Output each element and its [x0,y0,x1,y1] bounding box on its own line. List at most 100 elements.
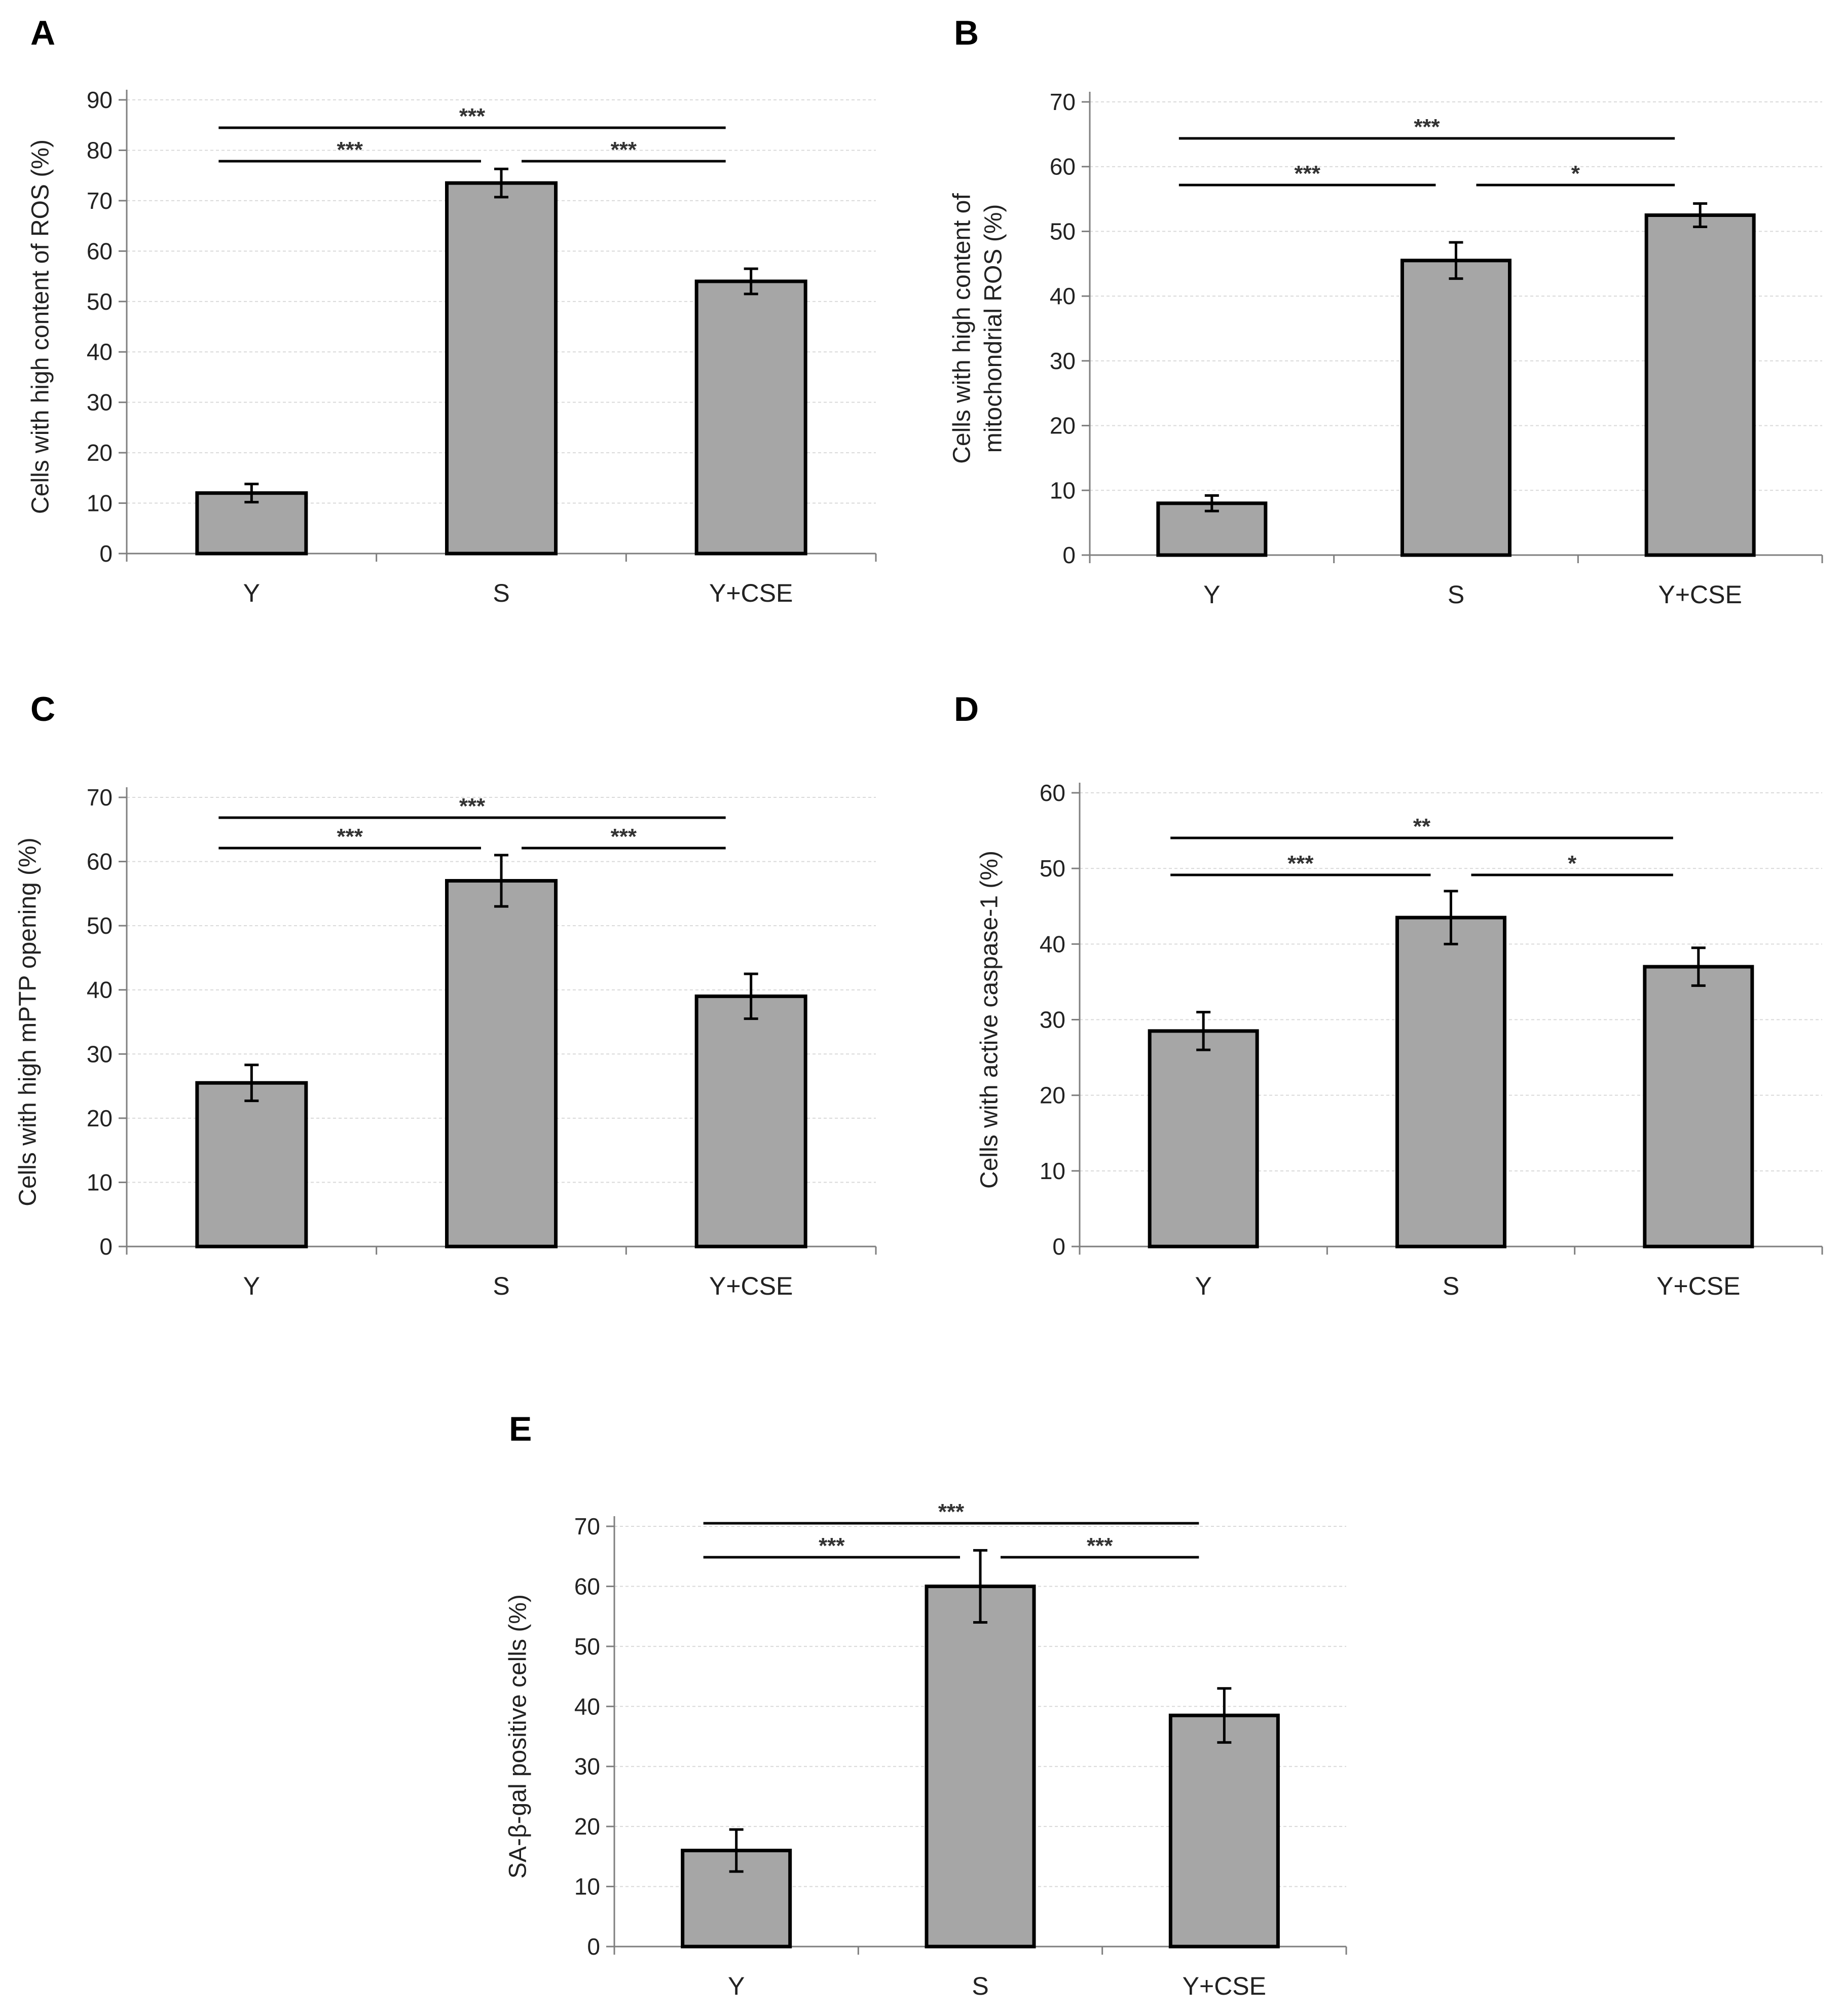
y-tick-label: 50 [87,288,113,315]
y-tick-label: 80 [87,137,113,163]
y-tick-label: 70 [1050,89,1076,115]
y-tick-label: 90 [87,87,113,113]
y-tick-label: 10 [87,1169,113,1195]
y-tick-label: 30 [1040,1007,1065,1033]
category-label: S [1448,580,1464,609]
y-tick-label: 10 [87,490,113,517]
y-tick-label: 20 [574,1813,600,1840]
bar [445,879,558,1249]
category-label: Y [1203,580,1220,609]
panel-letter-a: A [30,14,55,52]
significance-label: *** [819,1533,845,1558]
significance-label: *** [1087,1533,1113,1558]
y-axis-label: Cells with active caspase-1 (%) [976,851,1003,1189]
category-label: Y+CSE [709,1272,793,1300]
chart-panel-d: D 0 10 20 30 40 50 60 Cells with active caspase-… [954,690,1823,1300]
y-tick-label: 40 [574,1693,600,1719]
y-tick-label: 40 [87,339,113,365]
y-tick-label: 20 [87,439,113,466]
y-tick-label: 0 [587,1933,600,1960]
y-tick-label: 30 [87,1041,113,1067]
chart-panel-b: B 0 10 20 30 40 50 60 70 Cells with high content … [949,14,1823,609]
panel-letter-b: B [954,14,979,52]
significance-label: ** [1413,814,1431,839]
category-label: Y [1195,1272,1211,1300]
y-tick-label: 40 [1040,931,1065,957]
category-label: Y [243,579,260,607]
bar [694,994,807,1249]
category-label: Y [728,1972,745,2000]
y-tick-label: 50 [1040,855,1065,882]
y-tick-label: 20 [1050,413,1076,439]
significance-label: *** [337,824,363,849]
y-tick-label: 30 [574,1753,600,1780]
panel-letter-d: D [954,690,979,728]
chart-panel-e: E 0 10 20 30 40 50 60 70 SA-β-gal positive cells … [505,1410,1347,2000]
y-tick-label: 70 [87,784,113,811]
category-label: Y+CSE [1656,1272,1740,1300]
significance-label: *** [1414,115,1440,139]
bar [445,181,558,556]
y-tick-label: 50 [1050,218,1076,244]
y-tick-label: 20 [1040,1082,1065,1109]
significance-label: *** [459,104,486,129]
significance-label: *** [611,824,637,849]
y-axis-label: SA-β-gal positive cells (%) [505,1594,532,1879]
category-label: S [493,579,509,607]
significance-label: *** [611,137,637,162]
bar [1168,1713,1280,1949]
significance-label: *** [1287,851,1314,876]
bar [195,1081,308,1249]
y-axis-label-line: Cells with high content of [949,193,976,464]
significance-label: *** [1294,161,1320,186]
bar [1400,259,1511,557]
y-tick-label: 40 [87,977,113,1003]
y-tick-label: 60 [87,849,113,875]
bar [1643,965,1754,1249]
y-tick-label: 30 [87,389,113,416]
category-label: Y+CSE [709,579,793,607]
y-tick-label: 70 [87,188,113,214]
category-label: S [972,1972,988,2000]
category-label: S [493,1272,509,1300]
y-tick-label: 0 [1062,542,1076,568]
bar [1644,213,1756,557]
y-tick-label: 30 [1050,348,1076,374]
y-axis-label: Cells with high content of ROS (%) [27,139,54,514]
bar [694,279,807,556]
y-tick-label: 70 [574,1513,600,1540]
y-tick-label: 0 [99,540,113,567]
y-tick-label: 60 [574,1573,600,1599]
y-tick-label: 40 [1050,283,1076,309]
category-label: S [1443,1272,1459,1300]
y-tick-label: 0 [99,1233,113,1260]
y-tick-label: 10 [1040,1158,1065,1184]
panel-letter-c: C [30,690,55,728]
bar [1148,1029,1259,1249]
y-axis-label-line: mitochondrial ROS (%) [980,204,1007,453]
category-label: Y [243,1272,260,1300]
y-axis-label: Cells with high mPTP opening (%) [15,837,42,1206]
y-tick-label: 0 [1052,1233,1065,1260]
y-axis-label: Cells with high content of mitochondrial … [949,193,1007,464]
y-tick-label: 10 [1050,477,1076,503]
bar [1395,915,1506,1249]
y-tick-label: 60 [1050,154,1076,180]
bar [925,1584,1036,1949]
y-tick-label: 60 [1040,780,1065,806]
chart-panel-c: C 0 10 20 30 40 50 60 70 Cells with high mPTP ope… [15,690,877,1300]
category-label: Y+CSE [1183,1972,1266,2000]
significance-label: * [1571,161,1580,186]
significance-label: *** [938,1499,965,1524]
y-tick-label: 50 [574,1633,600,1660]
y-tick-label: 20 [87,1105,113,1131]
y-tick-label: 60 [87,238,113,264]
panel-letter-e: E [509,1410,532,1448]
significance-label: *** [337,137,363,162]
y-tick-label: 10 [574,1874,600,1900]
category-label: Y+CSE [1658,580,1742,609]
significance-label: * [1568,851,1577,876]
significance-label: *** [459,794,486,819]
y-tick-label: 50 [87,912,113,939]
